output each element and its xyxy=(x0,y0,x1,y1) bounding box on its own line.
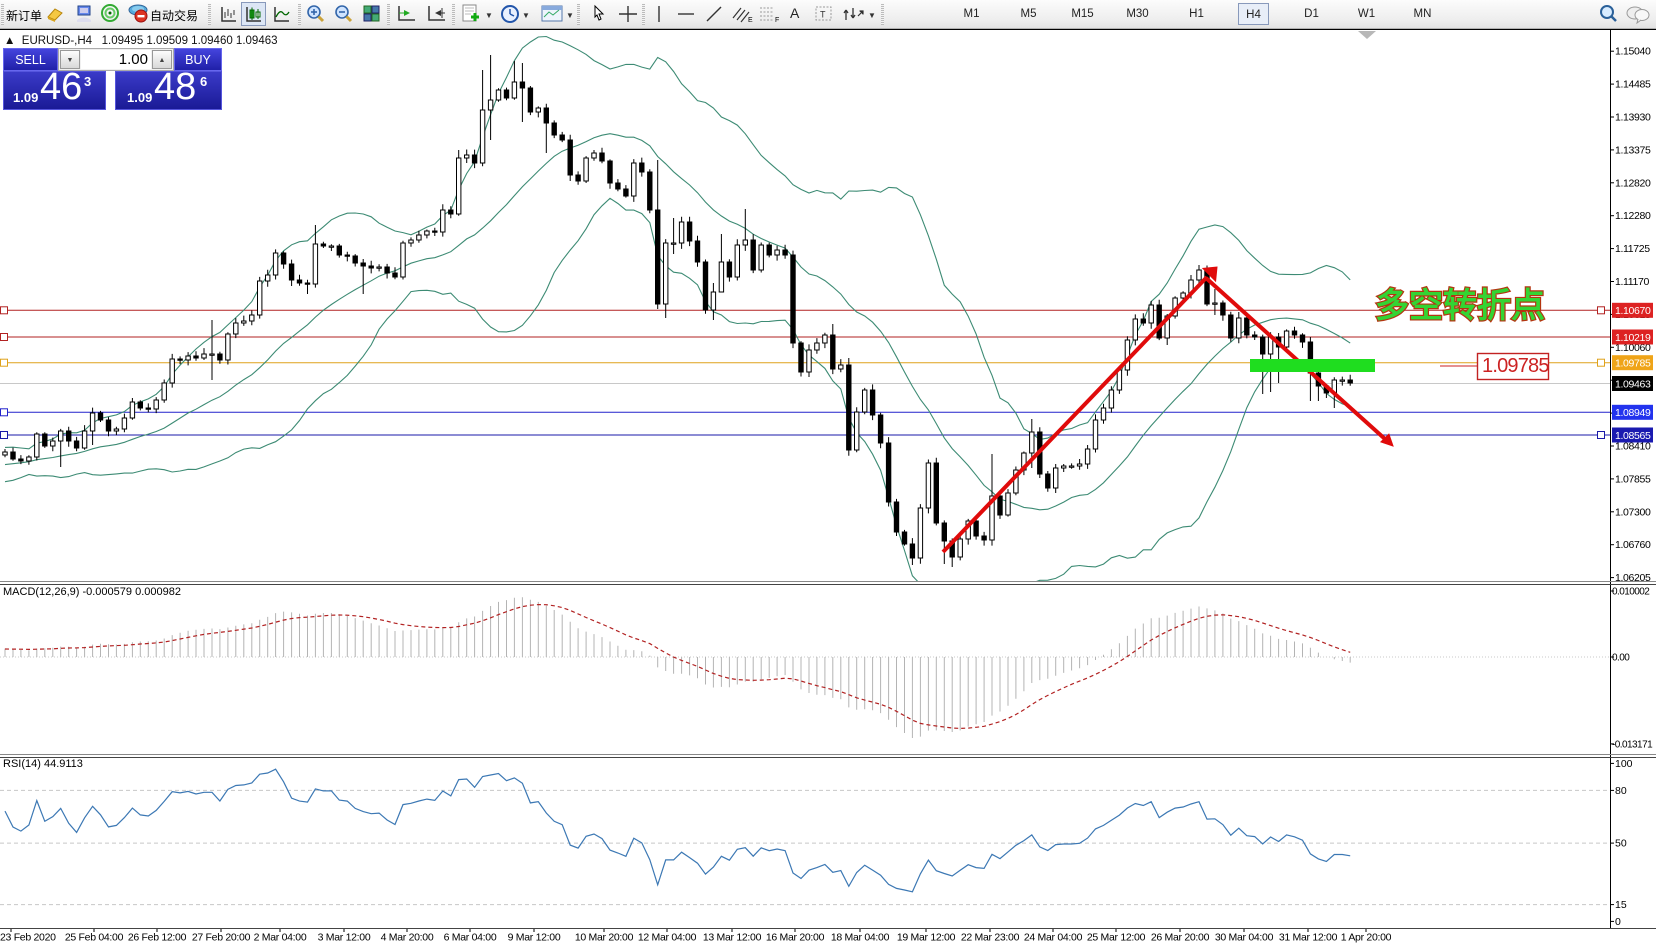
svg-text:1.09785: 1.09785 xyxy=(1615,358,1651,370)
svg-text:4 Mar 20:00: 4 Mar 20:00 xyxy=(381,932,434,944)
svg-text:1.07855: 1.07855 xyxy=(1615,473,1651,485)
svg-text:1.10219: 1.10219 xyxy=(1615,332,1651,344)
svg-text:6 Mar 04:00: 6 Mar 04:00 xyxy=(444,932,497,944)
svg-text:10 Mar 20:00: 10 Mar 20:00 xyxy=(575,932,634,944)
svg-text:50: 50 xyxy=(1615,838,1627,850)
svg-text:19 Mar 12:00: 19 Mar 12:00 xyxy=(897,932,956,944)
svg-text:25 Feb 04:00: 25 Feb 04:00 xyxy=(65,932,124,944)
svg-text:F: F xyxy=(775,17,779,24)
svg-text:1.11170: 1.11170 xyxy=(1615,276,1649,288)
svg-text:15: 15 xyxy=(1615,899,1627,911)
svg-text:12 Mar 04:00: 12 Mar 04:00 xyxy=(638,932,697,944)
svg-text:80: 80 xyxy=(1615,785,1627,797)
svg-text:1.10670: 1.10670 xyxy=(1615,305,1651,317)
svg-text:E: E xyxy=(748,17,753,24)
svg-text:1.12820: 1.12820 xyxy=(1615,177,1651,189)
svg-text:30 Mar 04:00: 30 Mar 04:00 xyxy=(1215,932,1274,944)
svg-text:1.06760: 1.06760 xyxy=(1615,539,1651,551)
svg-text:1.15040: 1.15040 xyxy=(1615,46,1651,58)
svg-text:1.12280: 1.12280 xyxy=(1615,210,1651,222)
svg-text:22 Mar 23:00: 22 Mar 23:00 xyxy=(961,932,1020,944)
svg-text:1.13375: 1.13375 xyxy=(1615,144,1651,156)
svg-text:1.08949: 1.08949 xyxy=(1615,407,1651,419)
svg-text:T: T xyxy=(820,10,826,20)
svg-text:9 Mar 12:00: 9 Mar 12:00 xyxy=(508,932,561,944)
svg-text:3 Mar 12:00: 3 Mar 12:00 xyxy=(318,932,371,944)
svg-text:13 Mar 12:00: 13 Mar 12:00 xyxy=(703,932,762,944)
svg-text:-0.013171: -0.013171 xyxy=(1612,739,1653,750)
svg-text:24 Mar 04:00: 24 Mar 04:00 xyxy=(1024,932,1083,944)
svg-text:0.010002: 0.010002 xyxy=(1612,587,1650,598)
svg-text:18 Mar 04:00: 18 Mar 04:00 xyxy=(831,932,890,944)
svg-text:1.06205: 1.06205 xyxy=(1615,572,1651,584)
svg-text:100: 100 xyxy=(1615,758,1633,770)
svg-text:26 Mar 20:00: 26 Mar 20:00 xyxy=(1151,932,1210,944)
svg-text:1.10060: 1.10060 xyxy=(1615,342,1651,354)
svg-text:1.07300: 1.07300 xyxy=(1615,506,1651,518)
svg-text:1.13930: 1.13930 xyxy=(1615,112,1651,124)
svg-text:0.00: 0.00 xyxy=(1612,653,1630,664)
svg-text:25 Mar 12:00: 25 Mar 12:00 xyxy=(1087,932,1146,944)
svg-text:31 Mar 12:00: 31 Mar 12:00 xyxy=(1279,932,1338,944)
svg-text:23 Feb 2020: 23 Feb 2020 xyxy=(0,932,56,944)
svg-text:16 Mar 20:00: 16 Mar 20:00 xyxy=(766,932,825,944)
svg-text:0: 0 xyxy=(1615,916,1621,928)
svg-text:1.14485: 1.14485 xyxy=(1615,79,1651,91)
svg-text:1.08565: 1.08565 xyxy=(1615,430,1651,442)
svg-text:1.08410: 1.08410 xyxy=(1615,441,1651,453)
svg-text:1.09785: 1.09785 xyxy=(1482,355,1549,377)
svg-text:27 Feb 20:00: 27 Feb 20:00 xyxy=(192,932,251,944)
svg-text:1 Apr 20:00: 1 Apr 20:00 xyxy=(1341,932,1392,944)
svg-text:1.09463: 1.09463 xyxy=(1615,378,1651,390)
svg-text:26 Feb 12:00: 26 Feb 12:00 xyxy=(128,932,187,944)
svg-text:MACD(12,26,9) -0.000579 0.0009: MACD(12,26,9) -0.000579 0.000982 xyxy=(3,586,181,598)
svg-text:1.11725: 1.11725 xyxy=(1615,243,1650,255)
svg-text:多空转折点: 多空转折点 xyxy=(1375,287,1545,325)
svg-text:RSI(14) 44.9113: RSI(14) 44.9113 xyxy=(3,758,83,770)
svg-text:2 Mar 04:00: 2 Mar 04:00 xyxy=(254,932,307,944)
